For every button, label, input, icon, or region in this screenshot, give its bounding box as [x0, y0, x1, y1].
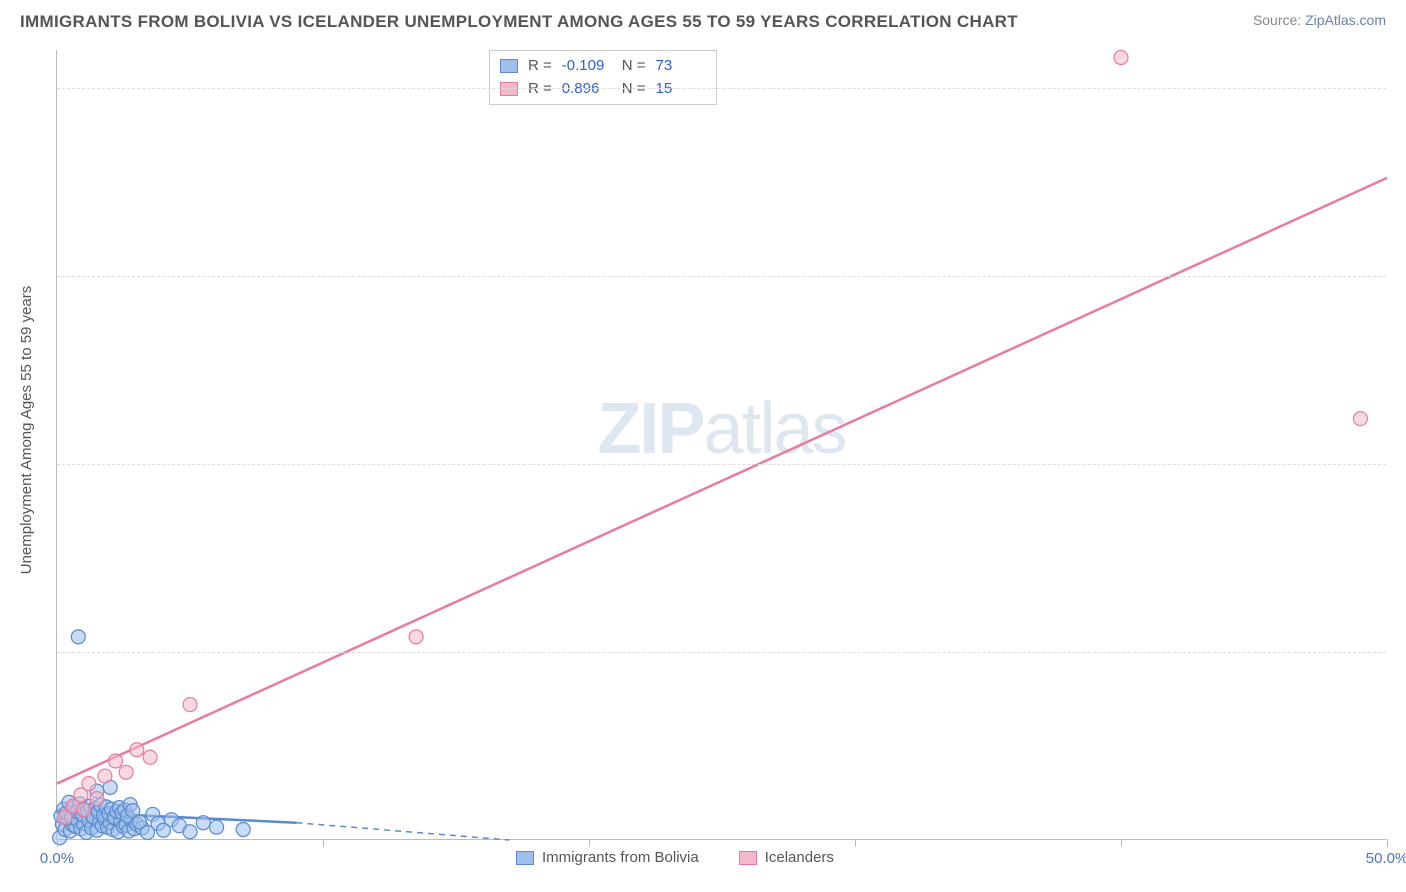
legend-label-bolivia: Immigrants from Bolivia [542, 849, 699, 866]
r-value-bolivia: -0.109 [562, 55, 612, 78]
legend-item-icelanders: Icelanders [739, 849, 834, 866]
gridline-h [57, 464, 1386, 465]
correlation-stats-legend: R = -0.109 N = 73 R = 0.896 N = 15 [489, 50, 717, 105]
gridline-h [57, 276, 1386, 277]
legend-label-icelanders: Icelanders [765, 849, 834, 866]
swatch-icelanders [500, 82, 518, 96]
stats-row-icelanders: R = 0.896 N = 15 [500, 78, 706, 101]
data-point-icelanders [109, 754, 123, 768]
x-tick-label: 50.0% [1366, 850, 1406, 867]
data-point-icelanders [1114, 51, 1128, 65]
chart-title: IMMIGRANTS FROM BOLIVIA VS ICELANDER UNE… [20, 12, 1018, 32]
data-point-bolivia [236, 822, 250, 836]
data-point-icelanders [143, 750, 157, 764]
n-value-bolivia: 73 [656, 55, 706, 78]
data-point-icelanders [183, 698, 197, 712]
y-axis-label: Unemployment Among Ages 55 to 59 years [18, 286, 35, 575]
data-point-bolivia [71, 630, 85, 644]
legend-swatch-icelanders [739, 851, 757, 865]
legend-swatch-bolivia [516, 851, 534, 865]
gridline-h [57, 652, 1386, 653]
r-label: R = [528, 55, 552, 78]
chart-svg [57, 50, 1386, 839]
trend-line-icelanders [57, 178, 1387, 784]
y-tick-label: 100.0% [1394, 79, 1406, 96]
x-tick [323, 839, 324, 847]
source-attribution: Source: ZipAtlas.com [1253, 12, 1386, 28]
data-point-icelanders [119, 765, 133, 779]
y-tick-label: 25.0% [1394, 643, 1406, 660]
x-tick [589, 839, 590, 847]
source-link[interactable]: ZipAtlas.com [1305, 12, 1386, 28]
plot-region: ZIPatlas R = -0.109 N = 73 R = 0.896 N =… [56, 50, 1386, 840]
gridline-h [57, 88, 1386, 89]
y-tick-label: 75.0% [1394, 267, 1406, 284]
x-tick [1387, 839, 1388, 847]
series-legend: Immigrants from Bolivia Icelanders [516, 849, 834, 866]
data-point-icelanders [98, 769, 112, 783]
x-tick [1121, 839, 1122, 847]
data-point-icelanders [82, 777, 96, 791]
n-label: N = [622, 78, 646, 101]
legend-item-bolivia: Immigrants from Bolivia [516, 849, 699, 866]
data-point-icelanders [1353, 412, 1367, 426]
chart-area: ZIPatlas R = -0.109 N = 73 R = 0.896 N =… [56, 50, 1386, 840]
x-tick-label: 0.0% [40, 850, 74, 867]
data-point-icelanders [130, 743, 144, 757]
trend-line-dashed-bolivia [296, 823, 509, 840]
source-prefix: Source: [1253, 12, 1305, 28]
data-point-icelanders [90, 792, 104, 806]
data-point-bolivia [196, 816, 210, 830]
stats-row-bolivia: R = -0.109 N = 73 [500, 55, 706, 78]
y-tick-label: 50.0% [1394, 455, 1406, 472]
r-label: R = [528, 78, 552, 101]
r-value-icelanders: 0.896 [562, 78, 612, 101]
swatch-bolivia [500, 59, 518, 73]
data-point-icelanders [77, 803, 91, 817]
n-value-icelanders: 15 [656, 78, 706, 101]
x-tick [57, 839, 58, 847]
data-point-icelanders [409, 630, 423, 644]
x-tick [855, 839, 856, 847]
n-label: N = [622, 55, 646, 78]
data-point-bolivia [210, 820, 224, 834]
data-point-bolivia [183, 825, 197, 839]
